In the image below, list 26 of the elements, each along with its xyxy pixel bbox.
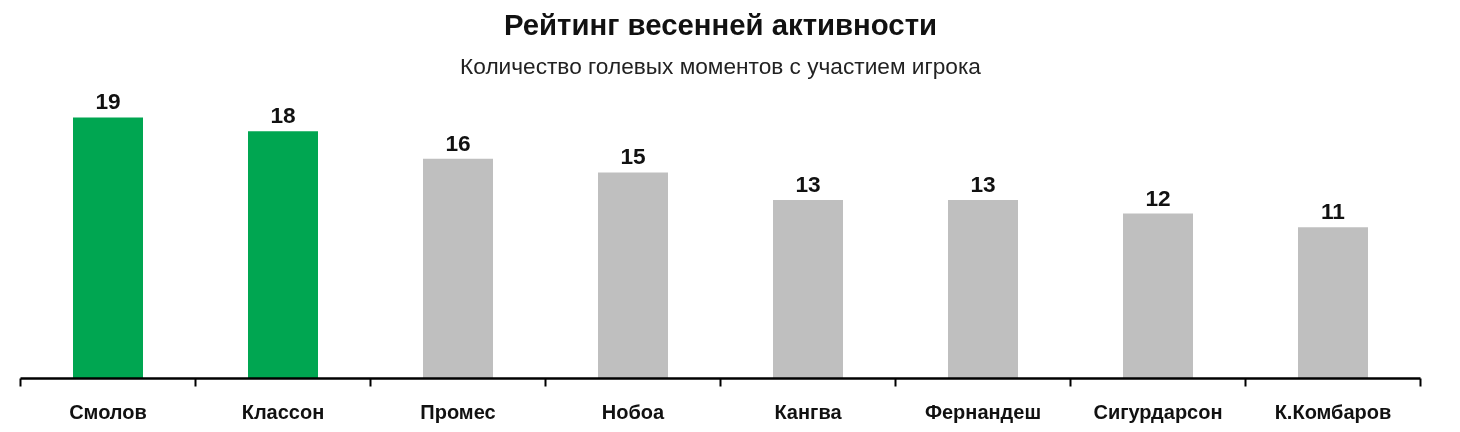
data-label: 18 — [270, 102, 296, 129]
data-label: 15 — [620, 143, 646, 170]
x-tick-label: Смолов — [69, 400, 147, 423]
x-tick-label: Сигурдарсон — [1093, 400, 1223, 423]
chart-subtitle: Количество голевых моментов с участием игрока — [460, 52, 982, 79]
x-tick-label: Кангва — [774, 400, 843, 423]
data-label: 13 — [970, 170, 996, 197]
bar — [598, 172, 668, 379]
bar — [1298, 227, 1368, 379]
data-label: 16 — [445, 129, 471, 156]
data-label: 12 — [1145, 184, 1171, 211]
bar — [948, 199, 1018, 379]
data-label: 19 — [95, 88, 121, 115]
bar — [1123, 213, 1193, 379]
data-label: 13 — [795, 170, 821, 197]
bar — [248, 131, 318, 379]
data-label: 11 — [1321, 198, 1345, 225]
bar — [773, 199, 843, 379]
bar — [423, 158, 493, 379]
x-tick-label: К.Комбаров — [1274, 400, 1392, 423]
bar — [73, 117, 143, 379]
x-tick-label: Нобоа — [601, 400, 666, 423]
x-tick-label: Промес — [420, 400, 496, 423]
chart-title: Рейтинг весенней активности — [503, 7, 938, 41]
x-tick-label: Классон — [241, 400, 325, 423]
x-tick-label: Фернандеш — [924, 400, 1042, 423]
